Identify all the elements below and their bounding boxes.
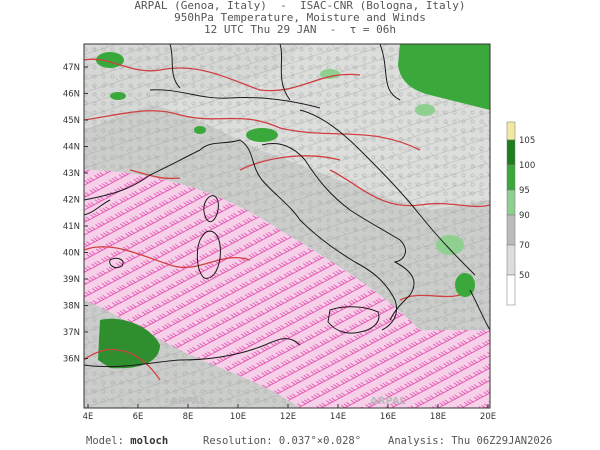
colorbar-label: 70: [519, 241, 530, 251]
longitude-labels: 4E 6E 8E 10E 12E 14E 16E 18E 20E: [83, 404, 496, 422]
footer-analysis: Analysis: Thu 06Z29JAN2026: [388, 435, 552, 447]
longitude-label: 6E: [133, 412, 144, 422]
colorbar-segment: [506, 164, 516, 191]
high-humidity-areas: [96, 44, 490, 369]
footer-resolution-label: Resolution:: [203, 435, 273, 447]
header-title-line: ARPAL (Genoa, Italy) - ISAC-CNR (Bologna…: [134, 0, 466, 12]
colorbar-segment: [506, 214, 516, 246]
colorbar-label: 50: [519, 271, 530, 281]
header-time-line: 12 UTC Thu 29 JAN - τ = 06h: [203, 23, 397, 36]
colorbar-label: 100: [519, 161, 535, 171]
colorbar-label: 95: [519, 186, 530, 196]
longitude-label: 18E: [430, 412, 446, 422]
coastlines: [84, 44, 490, 368]
latitude-label: 47N: [63, 63, 80, 73]
latitude-label: 41N: [63, 222, 80, 232]
footer-model-value: moloch: [130, 435, 169, 447]
latitude-label: 40N: [63, 249, 80, 259]
longitude-label: 20E: [480, 412, 496, 422]
footer-resolution-value: 0.037°×0.028°: [278, 435, 362, 447]
footer-model-label: Model:: [86, 435, 124, 447]
temperature-contours: [84, 58, 490, 381]
header-product-line: 950hPa Temperature, Moisture and Winds: [174, 11, 426, 24]
footer-model: Model: moloch: [86, 435, 168, 447]
latitude-label: 36N: [63, 355, 80, 365]
latitude-label: 38N: [63, 302, 80, 312]
footer-analysis-value: Thu 06Z29JAN2026: [451, 435, 553, 447]
colorbar-label: 105: [519, 136, 535, 146]
latitude-label: 37N: [63, 328, 80, 338]
latitude-label: 46N: [63, 90, 80, 100]
longitude-label: 16E: [380, 412, 396, 422]
longitude-label: 10E: [230, 412, 246, 422]
longitude-label: 12E: [280, 412, 296, 422]
colorbar-label: 90: [519, 211, 530, 221]
latitude-label: 44N: [63, 143, 80, 153]
longitude-label: 4E: [83, 412, 94, 422]
footer-resolution: Resolution: 0.037°×0.028°: [203, 435, 361, 447]
colorbar-segment: [506, 121, 516, 141]
colorbar-segment: [506, 189, 516, 216]
longitude-label: 14E: [330, 412, 346, 422]
latitude-labels: 47N 46N 45N 44N 43N 42N 41N 40N 39N 38N 37N 36N: [63, 63, 88, 365]
footer-analysis-label: Analysis:: [388, 435, 445, 447]
latitude-label: 45N: [63, 116, 80, 126]
watermark-left: ARPAL: [170, 396, 207, 407]
colorbar-segment: [506, 139, 516, 166]
colorbar-segment: [506, 274, 516, 306]
latitude-label: 43N: [63, 169, 80, 179]
watermark-right: ARPAL: [370, 396, 407, 407]
longitude-label: 8E: [183, 412, 194, 422]
map-fields: [84, 44, 490, 408]
latitude-label: 39N: [63, 275, 80, 285]
colorbar: 105 100 95 90 70 50: [506, 121, 535, 306]
latitude-label: 42N: [63, 196, 80, 206]
colorbar-segment: [506, 244, 516, 276]
